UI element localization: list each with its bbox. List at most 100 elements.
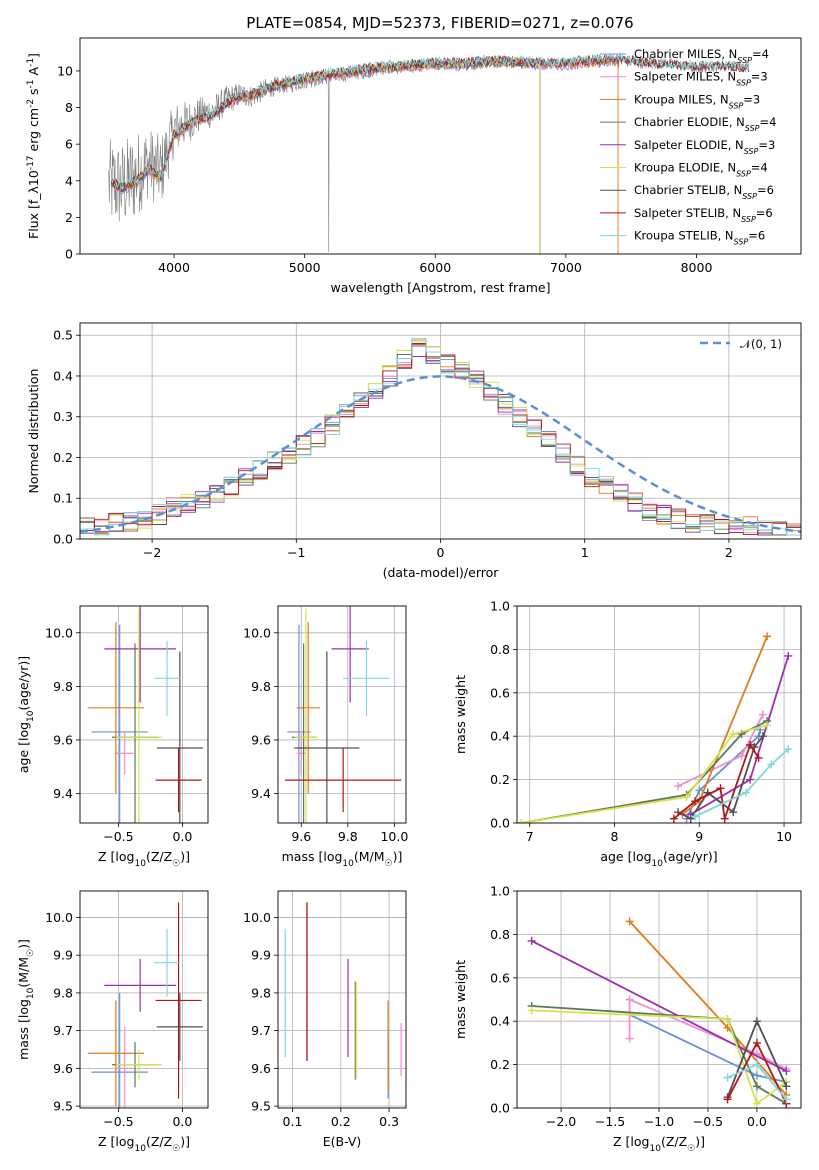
x-axis-label: Z [log10(Z/Z☉)]	[98, 1134, 190, 1154]
y-tick-label: 2	[65, 210, 73, 225]
weight-marker	[754, 753, 763, 762]
errorbar-chabrier_miles	[287, 624, 311, 823]
axis-label-part: (M/M	[16, 957, 31, 988]
errorbar-kroupa_stelib	[154, 928, 180, 997]
y-tick-label: 0.2	[490, 772, 510, 787]
axis-label-part: 10	[652, 859, 664, 869]
axis-label-part: Z [	[613, 1134, 630, 1149]
model-spectrum-kroupa_elodie	[110, 56, 541, 254]
axis-label-part: )]	[180, 1134, 190, 1149]
legend-text-part: SSP	[742, 192, 757, 201]
axis-label-part: ☉	[687, 1144, 695, 1154]
panel-spectrum: 4000 5000 6000 7000 8000 0 2 4 6 8 10 wavelength [A…	[26, 37, 802, 295]
axis-label-part: Z [	[98, 849, 115, 864]
x-tick-label: −2.0	[546, 1114, 576, 1129]
errorbar-salpeter_elodie	[104, 606, 176, 703]
x-tick-label: 4000	[158, 260, 190, 275]
y-axis-label: mass weight	[453, 675, 468, 754]
x-tick-label: 0	[437, 545, 445, 560]
weight-marker	[625, 917, 634, 926]
x-tick-label: 8000	[681, 260, 713, 275]
plot-area	[517, 891, 801, 1108]
y-tick-label: 0.2	[53, 450, 73, 465]
y-tick-label: 0.8	[490, 642, 510, 657]
x-tick-label: 0.0	[172, 829, 192, 844]
y-tick-label: 0.1	[53, 491, 73, 506]
y-axis-label: Normed distribution	[26, 369, 41, 494]
legend-text-part: Chabrier ELODIE, N	[634, 115, 745, 129]
y-tick-label: 0.4	[53, 368, 73, 383]
panel-residuals: −2 −1 0 1 2 0.0 0.1 0.2 0.3 0.4 0.5 (data-model)/er…	[26, 322, 802, 580]
legend-text-part: =3	[743, 92, 760, 106]
errorbar-salpeter_stelib	[284, 747, 402, 813]
legend-text-part: Chabrier STELIB, N	[634, 183, 742, 197]
axis-label-part: erg cm	[26, 108, 41, 156]
y-tick-label: 9.5	[53, 1099, 73, 1114]
axes-frame	[516, 605, 802, 824]
weight-line-chabrier_stelib	[677, 735, 764, 820]
axis-label-part: )]	[695, 1134, 705, 1149]
axis-label-part: log	[115, 849, 134, 864]
weight-marker	[741, 788, 750, 797]
axis-label-part: -1	[26, 79, 36, 88]
errorbar-chabrier_stelib	[156, 992, 203, 1061]
y-tick-label: 0.5	[53, 328, 73, 343]
panel-age_vs_Z: −0.5 0.09.49.69.810.0Z [log10(Z/Z☉)]age […	[16, 605, 209, 869]
panel-mass_vs_Z: −0.5 0.09.59.69.79.89.910.0Z [log10(Z/Z☉)…	[16, 890, 209, 1154]
axis-label-part: (Z/Z	[146, 1134, 172, 1149]
weight-marker	[723, 1095, 732, 1104]
errorbar-salpeter_elodie	[331, 606, 369, 703]
y-tick-label: 9.5	[251, 1099, 271, 1114]
errorbar-kroupa_elodie	[115, 608, 162, 823]
weight-marker	[691, 797, 700, 806]
model-spectrum-chabrier_miles	[110, 56, 619, 254]
y-tick-label: 0	[65, 247, 73, 262]
y-axis-label: age [log10(age/yr)]	[16, 656, 36, 773]
x-axis-label: wavelength [Angstrom, rest frame]	[330, 280, 550, 295]
errorbar-salpeter_stelib	[155, 902, 202, 1099]
axis-label-part: 10	[26, 987, 36, 999]
y-tick-label: 0.0	[53, 532, 73, 547]
axis-label-part: -17	[26, 155, 36, 170]
legend-text-part: Kroupa STELIB, N	[634, 229, 734, 243]
legend-text-part: =6	[756, 206, 773, 220]
legend-text-part: SSP	[736, 78, 751, 87]
weight-marker	[784, 651, 793, 660]
axis-label-part: (age/yr)]	[16, 656, 31, 711]
hist-kroupa_stelib	[80, 337, 801, 536]
weight-marker	[782, 1095, 791, 1104]
legend-text-part: SSP	[736, 169, 751, 178]
axis-label-part: ☉	[385, 859, 393, 869]
legend-text-part: Chabrier MILES, N	[634, 47, 737, 61]
weight-marker	[695, 786, 704, 795]
legend-text-part: SSP	[745, 124, 760, 133]
legend-text-part: =6	[748, 229, 765, 243]
axis-label-part: s	[26, 88, 41, 99]
axis-label-part: )]	[16, 939, 31, 949]
y-tick-label: 8	[65, 100, 73, 115]
axis-label-part: 10	[342, 859, 354, 869]
y-tick-label: 1.0	[490, 599, 510, 614]
x-tick-label: 0.3	[379, 1114, 399, 1129]
axis-label-part: age [	[16, 741, 31, 773]
x-tick-label: −2	[143, 545, 161, 560]
legend-entry: Kroupa ELODIE, NSSP=4	[634, 161, 768, 179]
axis-label-part: Z [	[98, 1134, 115, 1149]
x-tick-label: 0.0	[747, 1114, 767, 1129]
x-tick-label: 7000	[550, 260, 582, 275]
axis-label-part: 10	[134, 859, 146, 869]
weight-line-kroupa_elodie	[521, 724, 768, 823]
legend-entry: Chabrier ELODIE, NSSP=4	[634, 115, 776, 133]
y-tick-label: 9.4	[53, 786, 73, 801]
legend-text-part: SSP	[744, 146, 759, 155]
y-tick-label: 0.6	[490, 685, 510, 700]
legend-text-part: SSP	[734, 237, 749, 246]
errorbar-salpeter_elodie	[104, 958, 176, 1012]
model-spectrum-kroupa_stelib	[110, 53, 750, 192]
x-axis-label: Z [log10(Z/Z☉)]	[98, 849, 190, 869]
axes-frame	[277, 890, 407, 1109]
weight-marker	[752, 1099, 761, 1108]
y-tick-label: 10.0	[45, 910, 73, 925]
y-tick-label: 9.6	[53, 732, 73, 747]
